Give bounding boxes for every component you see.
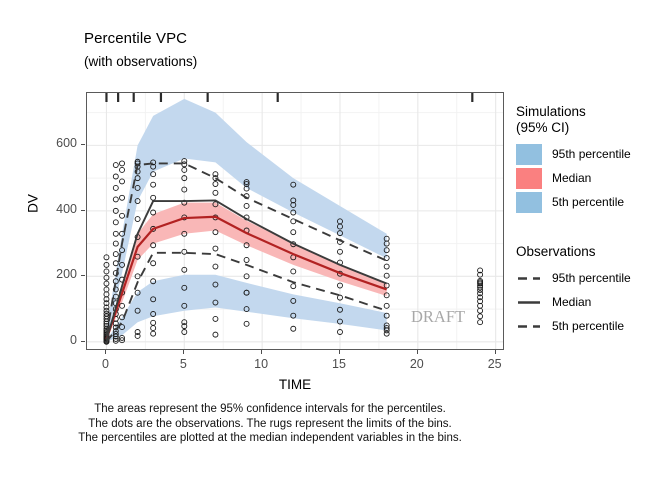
y-tick-label: 200	[56, 267, 77, 282]
legend-item-label: 5th percentile	[552, 319, 625, 333]
x-tick-mark	[494, 350, 496, 354]
x-tick-label: 5	[179, 357, 187, 371]
legend-observations: Observations 95th percentile Median 5th pe…	[516, 244, 631, 338]
y-tick-mark	[81, 144, 85, 146]
legend-observations-items: 95th percentile Median 5th percentile	[516, 266, 631, 338]
vpc-chart-svg: DRAFT	[87, 93, 503, 349]
page-subtitle: (with observations)	[84, 54, 198, 69]
legend-item-label: 95th percentile	[552, 147, 631, 161]
y-tick-mark	[81, 209, 85, 211]
legend-color-swatch	[516, 143, 542, 165]
svg-text:DRAFT: DRAFT	[411, 307, 465, 326]
y-tick-label: 600	[56, 136, 77, 151]
legend-line-swatch	[516, 292, 542, 313]
x-tick-mark	[261, 350, 263, 354]
y-tick-label: 0	[70, 332, 77, 347]
legend-item-simulations-1[interactable]: Median	[516, 166, 631, 190]
y-tick-label: 400	[56, 201, 77, 216]
x-tick-label: 10	[254, 357, 269, 371]
caption-line-3: The percentiles are plotted at the media…	[78, 432, 462, 444]
page-title: Percentile VPC	[84, 30, 188, 47]
legend-item-observations-0[interactable]: 95th percentile	[516, 266, 631, 290]
legend-item-label: 95th percentile	[552, 271, 631, 285]
legend-line-swatch	[516, 316, 542, 337]
legend-color-swatch	[516, 167, 542, 189]
legend-item-simulations-0[interactable]: 95th percentile	[516, 142, 631, 166]
x-tick-mark	[105, 350, 107, 354]
legend-simulations-items: 95th percentile Median 5th percentile	[516, 142, 631, 214]
legend-item-label: 5th percentile	[552, 195, 625, 209]
legend-simulations-title-line2: (95% CI)	[516, 120, 570, 135]
legend-item-observations-2[interactable]: 5th percentile	[516, 314, 631, 338]
legend-color-swatch	[516, 191, 542, 213]
plot-caption: The areas represent the 95% confidence i…	[0, 402, 540, 446]
x-tick-mark	[338, 350, 340, 354]
legend-observations-title: Observations	[516, 244, 596, 259]
x-axis-label: TIME	[278, 377, 312, 392]
x-tick-mark	[416, 350, 418, 354]
y-tick-mark	[81, 340, 85, 342]
legend-item-simulations-2[interactable]: 5th percentile	[516, 190, 631, 214]
x-tick-mark	[183, 350, 185, 354]
legend-item-label: Median	[552, 295, 592, 309]
x-tick-label: 15	[332, 357, 346, 371]
caption-line-2: The dots are the observations. The rugs …	[88, 417, 452, 430]
plot-panel: DRAFT	[86, 92, 504, 350]
x-tick-label: 0	[101, 357, 109, 371]
x-tick-label: 20	[409, 357, 424, 371]
legend-simulations-title: Simulations (95% CI)	[516, 104, 631, 136]
caption-line-1: The areas represent the 95% confidence i…	[94, 403, 446, 415]
y-tick-mark	[81, 275, 85, 277]
legend-simulations-title-line1: Simulations	[516, 104, 586, 119]
legend-item-label: Median	[552, 171, 592, 185]
x-tick-label: 25	[487, 357, 502, 371]
legend-item-observations-1[interactable]: Median	[516, 290, 631, 314]
legend-simulations: Simulations (95% CI) 95th percentile Medi…	[516, 104, 631, 214]
legend-line-swatch	[516, 268, 542, 289]
